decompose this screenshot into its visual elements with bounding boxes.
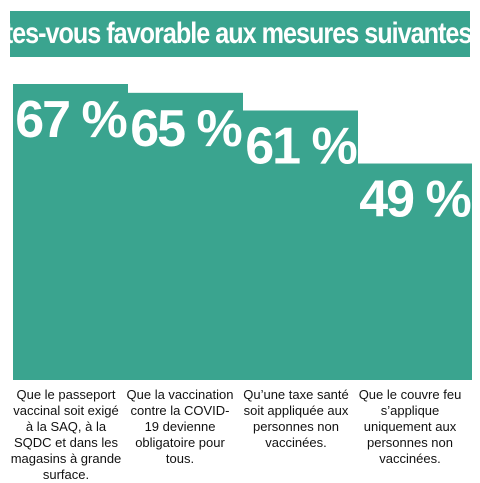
bar-value-label-2: 65 % bbox=[130, 100, 241, 158]
bar-value-label-1: 67 % bbox=[15, 91, 126, 149]
category-label-3: Qu’une taxe santé soit appliquée aux per… bbox=[243, 387, 349, 450]
title-bar: Êtes-vous favorable aux mesures suivante… bbox=[0, 11, 480, 57]
bar-2 bbox=[128, 92, 243, 381]
bar-4 bbox=[357, 163, 472, 380]
category-label-2: Que la vaccination contre la COVID-19 de… bbox=[126, 387, 234, 466]
bar-value-label-3: 61 % bbox=[245, 118, 356, 176]
bar-3 bbox=[243, 110, 358, 381]
chart-title: Êtes-vous favorable aux mesures suivante… bbox=[0, 17, 480, 50]
bar-1 bbox=[13, 84, 128, 380]
category-label-4: Que le couvre feu s’applique uniquement … bbox=[358, 387, 462, 466]
bar-chart: 67 % 65 % 61 %49 % bbox=[13, 84, 473, 381]
category-label-1: Que le passeport vaccinal soit exigé à l… bbox=[10, 387, 122, 482]
bar-value-label-4: 49 % bbox=[359, 171, 470, 229]
